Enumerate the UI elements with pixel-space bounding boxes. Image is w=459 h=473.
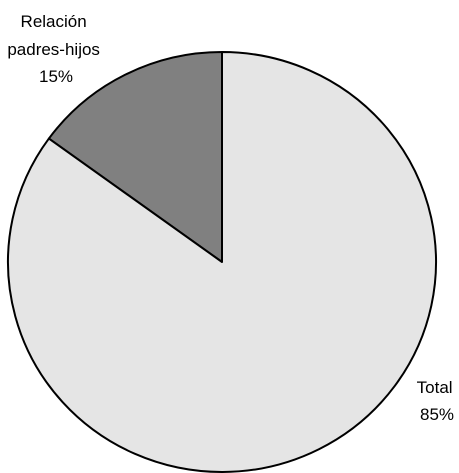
slice-label-total-line-1: Total [417, 378, 453, 397]
slice-relacion-padres-hijos [47, 51, 223, 263]
pie-slices [7, 51, 437, 473]
slice-total [7, 51, 437, 473]
slice-label-relacion: Relación padres-hijos 15% [7, 12, 104, 86]
slice-value-total: 85% [420, 405, 454, 424]
slice-label-relacion-line-1: Relación [21, 12, 87, 31]
slice-label-relacion-line-2: padres-hijos [7, 40, 100, 59]
slice-value-relacion: 15% [39, 67, 73, 86]
slice-label-total: Total 85% [417, 378, 458, 424]
